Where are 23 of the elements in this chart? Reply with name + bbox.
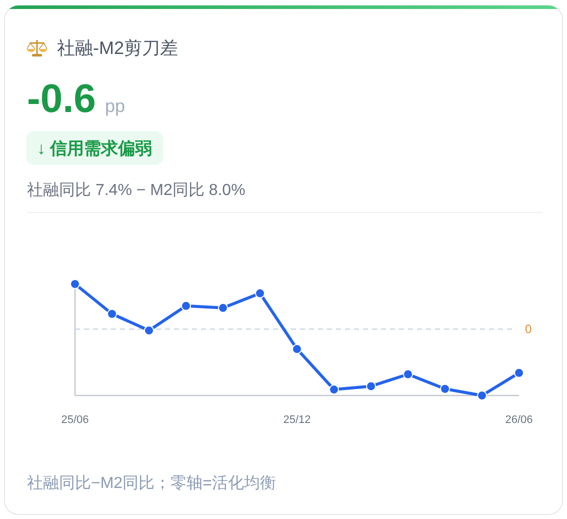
point [514,368,524,378]
chart-title: 社融-M2剪刀差 [57,38,178,58]
point [107,308,117,319]
point [255,288,265,298]
point [144,325,154,336]
point [403,369,413,380]
point [292,344,302,354]
text: -0.6 [27,77,96,121]
text: ↓ 信用需求偏弱 [37,139,152,158]
point [329,384,339,395]
text: pp [104,96,125,116]
x-tick-label: 25/12 [283,414,311,426]
point [218,302,228,313]
point [440,384,450,394]
point [366,381,376,392]
point [70,279,80,289]
point [477,390,487,400]
ref-line-label: 0 [525,322,532,336]
x-tick-label: 25/06 [61,414,89,426]
point [181,300,191,311]
text: 社融同比 7.4% − M2同比 8.0% [27,181,246,199]
x-tick-label: 26/06 [505,414,533,426]
text: 社融同比−M2同比；零轴=活化均衡 [27,474,276,492]
